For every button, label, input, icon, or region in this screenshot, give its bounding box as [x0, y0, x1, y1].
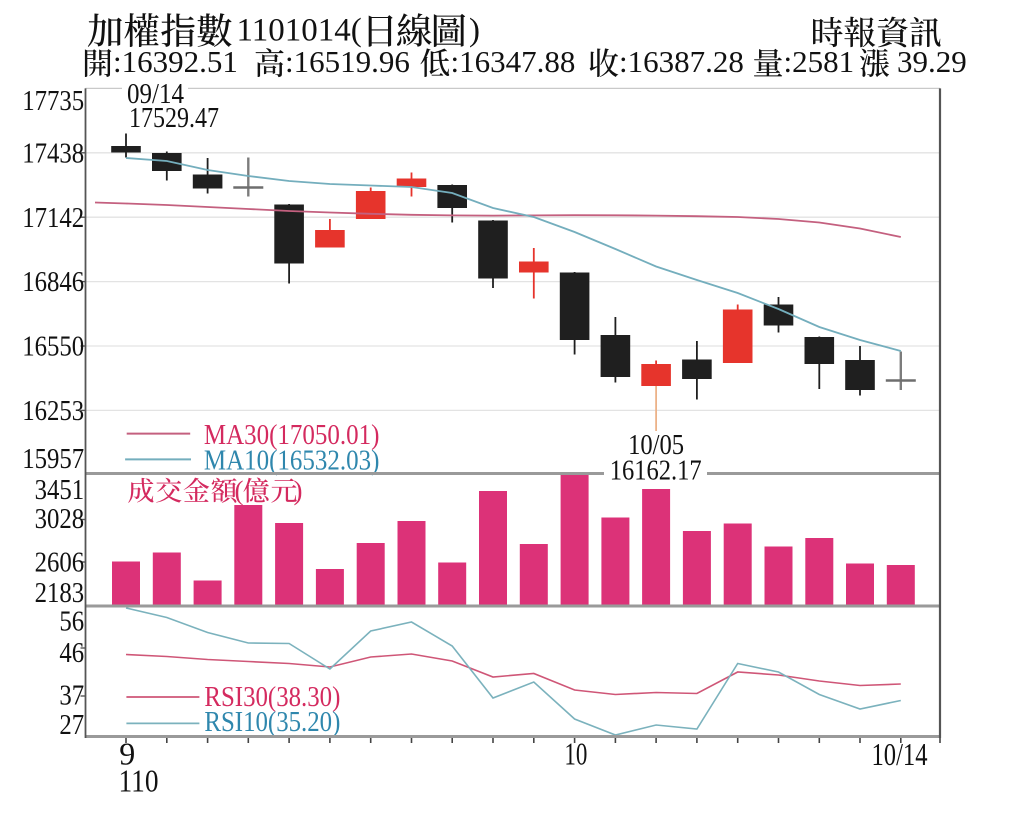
- svg-text:27: 27: [59, 709, 84, 741]
- svg-text:MA30(17050.01): MA30(17050.01): [204, 419, 380, 451]
- svg-text::16387.28: :16387.28: [619, 44, 744, 79]
- svg-text::16519.96: :16519.96: [285, 44, 410, 79]
- svg-text:17142: 17142: [22, 202, 84, 234]
- svg-text:3028: 3028: [35, 503, 85, 535]
- svg-text:MA10(16532.03): MA10(16532.03): [204, 445, 380, 477]
- svg-text::16347.88: :16347.88: [451, 44, 576, 79]
- svg-text:RSI30(38.30): RSI30(38.30): [204, 681, 340, 713]
- svg-text:17529.47: 17529.47: [129, 103, 219, 134]
- svg-text:09/14: 09/14: [127, 79, 184, 110]
- svg-text:1101014(: 1101014(: [237, 13, 362, 49]
- svg-text:56: 56: [59, 605, 84, 637]
- svg-text:46: 46: [59, 637, 84, 669]
- svg-text:17438: 17438: [22, 137, 84, 169]
- svg-text:3451: 3451: [35, 474, 85, 506]
- svg-text:9: 9: [119, 736, 135, 772]
- svg-text::16392.51: :16392.51: [113, 44, 238, 79]
- svg-text:16162.17: 16162.17: [610, 456, 702, 487]
- svg-text:): ): [469, 13, 480, 49]
- svg-text:2606: 2606: [35, 546, 85, 578]
- svg-text:16550: 16550: [22, 331, 84, 363]
- svg-text:RSI10(35.20): RSI10(35.20): [204, 706, 340, 738]
- svg-text:): ): [294, 476, 303, 506]
- svg-text:15957: 15957: [22, 443, 84, 475]
- svg-text:37: 37: [59, 680, 84, 712]
- svg-text:10/14: 10/14: [872, 736, 928, 772]
- svg-text:(: (: [235, 476, 244, 506]
- svg-text:10: 10: [564, 736, 587, 772]
- svg-text:17735: 17735: [22, 85, 84, 117]
- svg-text:16253: 16253: [22, 395, 84, 427]
- svg-text::2581: :2581: [784, 44, 855, 79]
- svg-text:16846: 16846: [22, 266, 84, 298]
- svg-text:2183: 2183: [35, 577, 85, 609]
- svg-text:110: 110: [119, 763, 159, 799]
- svg-text:39.29: 39.29: [897, 44, 967, 79]
- svg-text:10/05: 10/05: [628, 430, 684, 461]
